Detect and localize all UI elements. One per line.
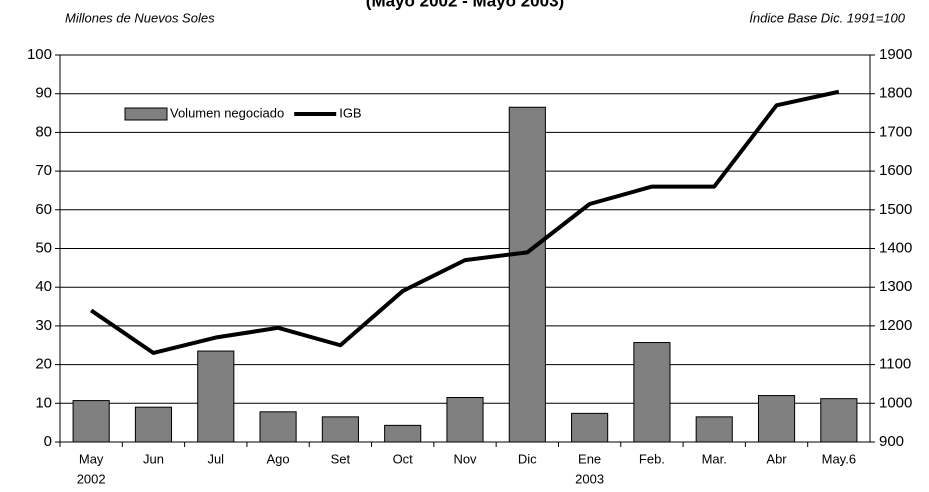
bar: [72, 400, 110, 443]
line: [90, 89, 840, 355]
x-tick-label: Oct: [393, 451, 414, 466]
legend-label: Volumen negociado: [170, 105, 284, 120]
legend-label: IGB: [339, 105, 361, 120]
chart-title: (Mayo 2002 - Mayo 2003): [366, 0, 564, 10]
x-tick-label: May: [79, 451, 104, 466]
x-tick-label: Jul: [207, 451, 224, 466]
y-tick-label: 80: [35, 123, 52, 140]
x-year-label: 2002: [77, 471, 106, 486]
bar: [321, 416, 359, 443]
bar: [384, 424, 422, 443]
y-tick-label: 90: [35, 85, 52, 102]
bar: [757, 395, 796, 443]
y2-tick-label: 1500: [879, 201, 912, 218]
y-tick-label: 30: [35, 317, 52, 334]
y-tick-label: 50: [35, 239, 52, 256]
x-tick-label: Abr: [766, 451, 787, 466]
y-tick-label: 100: [27, 46, 52, 63]
y2-tick-label: 900: [879, 433, 904, 450]
y-tick-label: 10: [35, 394, 52, 411]
y2-tick-label: 1700: [879, 123, 912, 140]
bar: [633, 342, 671, 443]
y-tick-label: 20: [35, 356, 52, 373]
y-tick-label: 0: [44, 433, 52, 450]
x-tick-label: May.6: [822, 451, 856, 466]
x-tick-label: Feb.: [639, 451, 665, 466]
x-tick-label: Ene: [578, 451, 601, 466]
y2-axis-label: Índice Base Dic. 1991=100: [749, 10, 906, 25]
bar: [571, 412, 609, 443]
y2-tick-label: 1000: [879, 394, 912, 411]
bar: [259, 411, 297, 443]
x-tick-label: Dic: [518, 451, 537, 466]
y2-tick-label: 1400: [879, 239, 912, 256]
y2-tick-label: 1100: [879, 356, 911, 373]
x-tick-label: Mar.: [702, 451, 727, 466]
bar: [197, 350, 235, 443]
legend-swatch: [124, 107, 168, 121]
y-axis-label: Millones de Nuevos Soles: [65, 10, 215, 25]
bar: [820, 398, 858, 443]
y2-tick-label: 1300: [879, 278, 912, 295]
x-tick-label: Jun: [143, 451, 164, 466]
x-tick-label: Nov: [453, 451, 477, 466]
bar: [508, 106, 546, 443]
bar: [446, 396, 484, 443]
y-tick-label: 40: [35, 278, 52, 295]
y2-tick-label: 1800: [879, 85, 912, 102]
bar: [695, 416, 733, 443]
y2-tick-label: 1600: [879, 162, 912, 179]
x-tick-label: Ago: [267, 451, 290, 466]
y2-tick-label: 1900: [879, 46, 912, 63]
bar: [134, 406, 173, 443]
y-tick-label: 60: [35, 201, 52, 218]
x-tick-label: Set: [331, 451, 351, 466]
y-tick-label: 70: [35, 162, 52, 179]
x-year-label: 2003: [575, 471, 604, 486]
y2-tick-label: 1200: [879, 317, 912, 334]
